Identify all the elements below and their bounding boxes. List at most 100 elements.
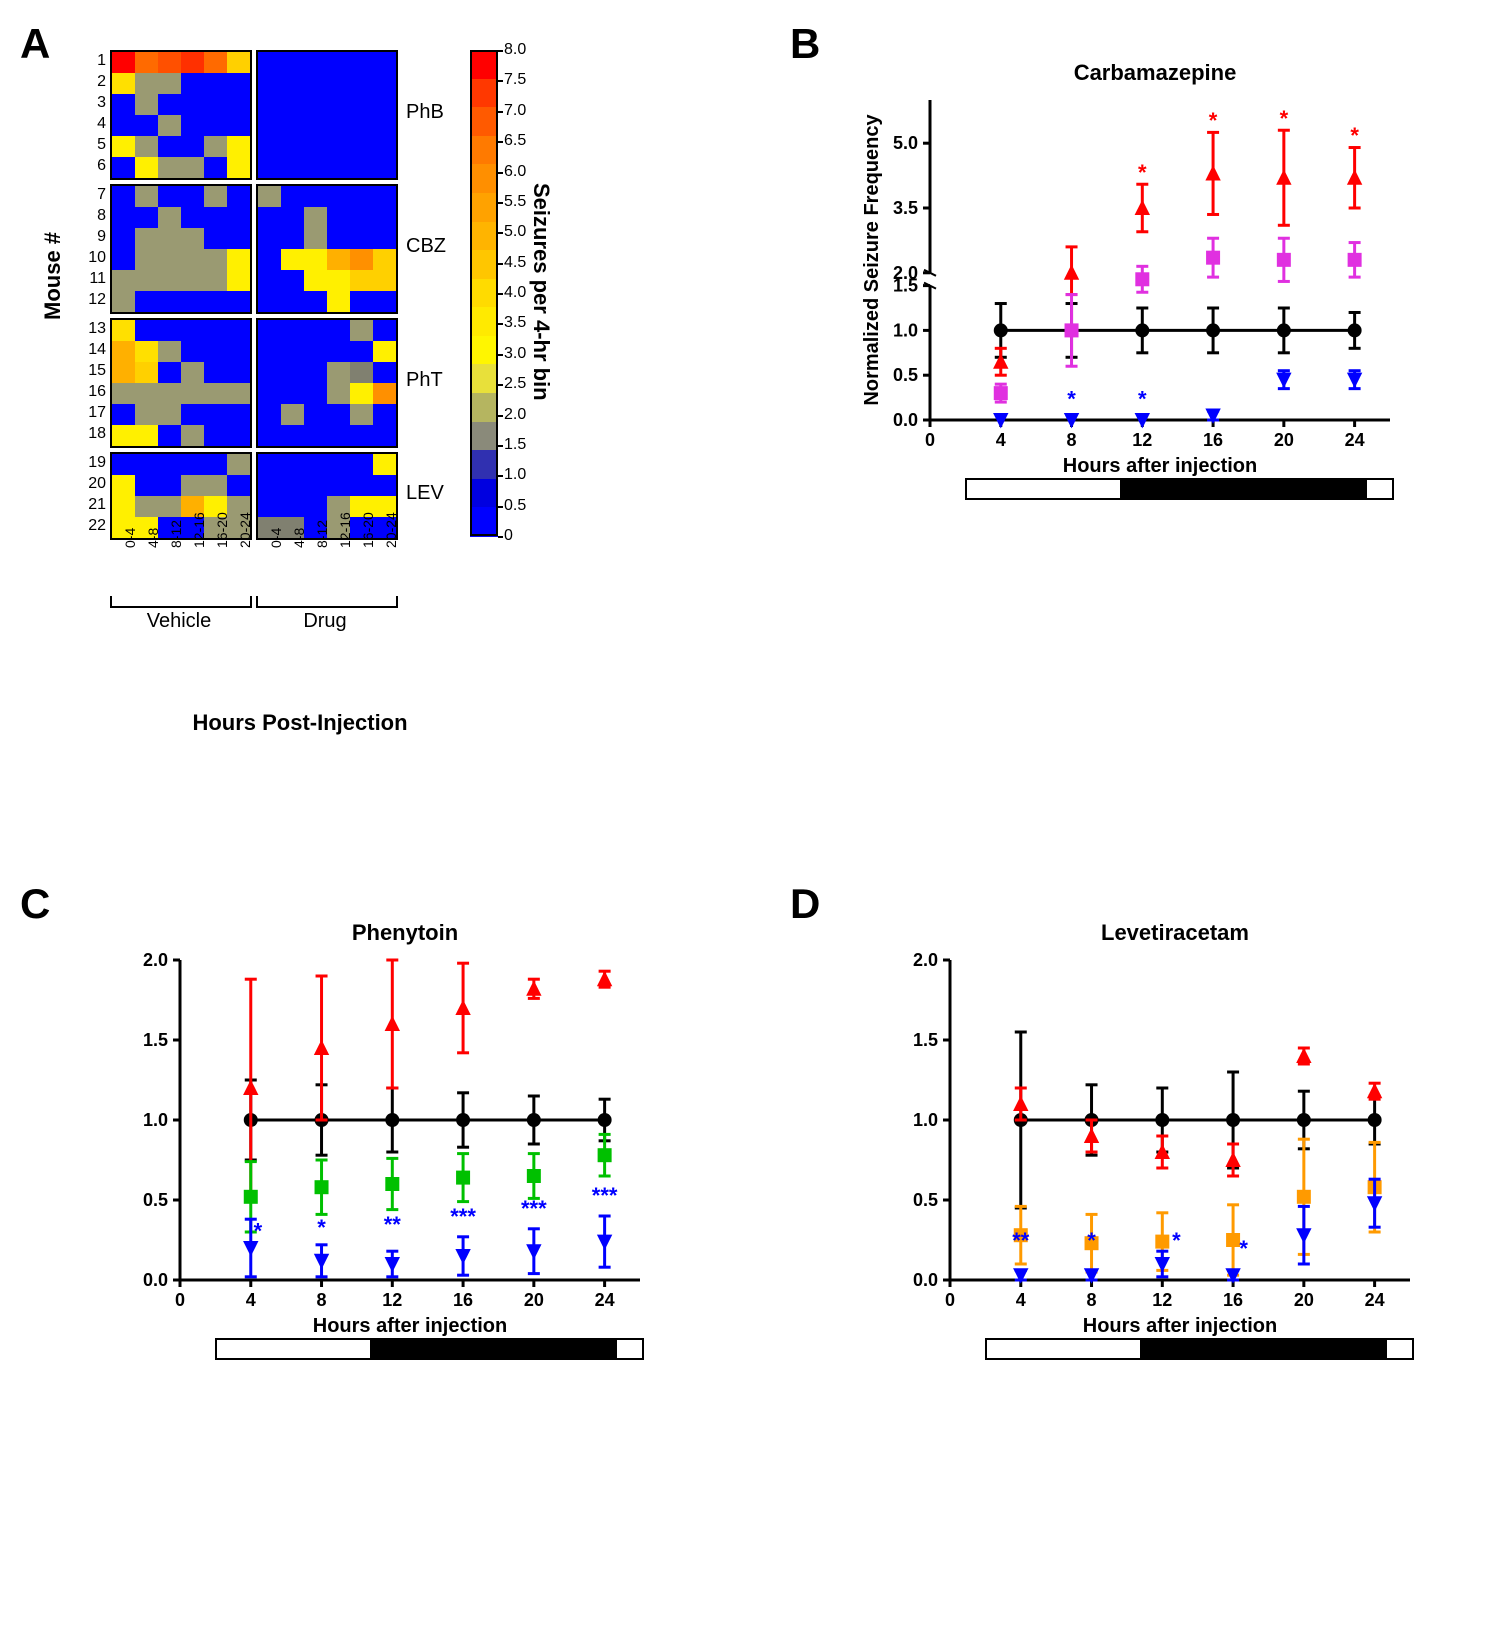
heatmap-cell bbox=[227, 320, 250, 341]
heatmap-cell bbox=[327, 115, 350, 136]
heatmap-cell bbox=[135, 136, 158, 157]
heatmap-cell bbox=[158, 425, 181, 446]
heatmap-cell bbox=[373, 425, 396, 446]
light-dark-segment bbox=[1120, 480, 1366, 498]
heatmap-cell bbox=[304, 228, 327, 249]
mouse-id-label: 12 bbox=[82, 289, 106, 310]
heatmap-cell bbox=[181, 341, 204, 362]
heatmap-cell bbox=[258, 270, 281, 291]
panel-d: Levetiracetam 0.00.51.01.52.004812162024… bbox=[870, 920, 1470, 1480]
heatmap-cell bbox=[304, 341, 327, 362]
svg-text:8: 8 bbox=[317, 1290, 327, 1310]
colorbar-tickmark bbox=[498, 80, 503, 82]
svg-text:0.0: 0.0 bbox=[143, 1270, 168, 1290]
marker bbox=[1064, 264, 1079, 279]
heatmap-cell bbox=[181, 136, 204, 157]
heatmap-cell bbox=[181, 475, 204, 496]
time-bin-label: 4-8 bbox=[145, 528, 161, 548]
heatmap-cell bbox=[112, 249, 135, 270]
colorbar-tickmark bbox=[498, 111, 503, 113]
time-bin-label: 20-24 bbox=[383, 512, 399, 548]
heatmap-cell bbox=[227, 157, 250, 178]
heatmap-cell bbox=[304, 270, 327, 291]
heatmap-cell bbox=[350, 207, 373, 228]
heatmap-cell bbox=[181, 320, 204, 341]
heatmap-cell bbox=[181, 228, 204, 249]
time-bin-label: 8-12 bbox=[314, 520, 330, 548]
heatmap-cell bbox=[112, 404, 135, 425]
heatmap-cell bbox=[258, 320, 281, 341]
heatmap-cell bbox=[204, 320, 227, 341]
heatmap-cell bbox=[258, 475, 281, 496]
heatmap-cell bbox=[327, 341, 350, 362]
heatmap-cell bbox=[373, 136, 396, 157]
heatmap-cell bbox=[281, 228, 304, 249]
heatmap-cell bbox=[281, 115, 304, 136]
colorbar-tick: 4.5 bbox=[504, 254, 526, 272]
colorbar-label: Seizures per 4-hr bin bbox=[528, 183, 554, 401]
x-axis-label: Hours after injection bbox=[313, 1315, 507, 1337]
heatmap-cell bbox=[112, 73, 135, 94]
heatmap-cell bbox=[204, 404, 227, 425]
mouse-id-label: 6 bbox=[82, 155, 106, 176]
heatmap-cell bbox=[373, 73, 396, 94]
light-dark-segment bbox=[987, 1340, 1140, 1358]
heatmap-cell bbox=[112, 496, 135, 517]
heatmap-cell bbox=[204, 136, 227, 157]
marker bbox=[526, 980, 541, 995]
svg-text:1.5: 1.5 bbox=[913, 1030, 938, 1050]
heatmap-cell bbox=[281, 341, 304, 362]
heatmap-cell bbox=[350, 362, 373, 383]
marker bbox=[243, 1080, 258, 1095]
marker bbox=[244, 1190, 258, 1204]
heatmap-cell bbox=[204, 383, 227, 404]
heatmap-cell bbox=[204, 291, 227, 312]
heatmap-cell bbox=[158, 186, 181, 207]
heatmap-cell bbox=[135, 320, 158, 341]
heatmap-cell bbox=[258, 362, 281, 383]
heatmap-cell bbox=[327, 383, 350, 404]
colorbar-tick: 4.0 bbox=[504, 284, 526, 302]
light-dark-segment bbox=[1140, 1340, 1386, 1358]
heatmap-cell bbox=[135, 94, 158, 115]
mouse-id-label: 19 bbox=[82, 452, 106, 473]
heatmap-cell bbox=[350, 228, 373, 249]
marker bbox=[598, 1113, 612, 1127]
heatmap-cell bbox=[258, 404, 281, 425]
heatmap-cell bbox=[327, 320, 350, 341]
heatmap-cell bbox=[304, 207, 327, 228]
heatmap-cell bbox=[281, 207, 304, 228]
heatmap-cell bbox=[158, 270, 181, 291]
mouse-id-label: 21 bbox=[82, 494, 106, 515]
significance-star: * bbox=[1138, 160, 1147, 185]
heatmap-cell bbox=[373, 404, 396, 425]
group-label-drug: Drug bbox=[256, 610, 394, 633]
heatmap-cell bbox=[304, 362, 327, 383]
heatmap-cell bbox=[112, 362, 135, 383]
svg-text:0: 0 bbox=[175, 1290, 185, 1310]
significance-star: *** bbox=[450, 1204, 476, 1229]
heatmap-cell bbox=[181, 249, 204, 270]
svg-text:5.0: 5.0 bbox=[893, 133, 918, 153]
heatmap-cell bbox=[181, 425, 204, 446]
marker bbox=[315, 1180, 329, 1194]
marker bbox=[1205, 409, 1220, 424]
heatmap-cell bbox=[181, 207, 204, 228]
heatmap-cell bbox=[227, 341, 250, 362]
colorbar-tick: 7.5 bbox=[504, 71, 526, 89]
mouse-id-label: 17 bbox=[82, 402, 106, 423]
colorbar-tick: 3.5 bbox=[504, 314, 526, 332]
marker bbox=[314, 1040, 329, 1055]
colorbar-tickmark bbox=[498, 415, 503, 417]
heatmap-cell bbox=[304, 73, 327, 94]
mouse-id-label: 1 bbox=[82, 50, 106, 71]
heatmap-block-CBZ-vehicle bbox=[110, 184, 252, 314]
significance-star: * bbox=[1087, 1228, 1096, 1253]
panel-b-label: B bbox=[790, 20, 820, 68]
svg-text:4: 4 bbox=[246, 1290, 256, 1310]
heatmap-cell bbox=[227, 73, 250, 94]
mouse-id-label: 5 bbox=[82, 134, 106, 155]
heatmap-cell bbox=[258, 249, 281, 270]
heatmap-block-PhB-vehicle bbox=[110, 50, 252, 180]
marker bbox=[385, 1177, 399, 1191]
